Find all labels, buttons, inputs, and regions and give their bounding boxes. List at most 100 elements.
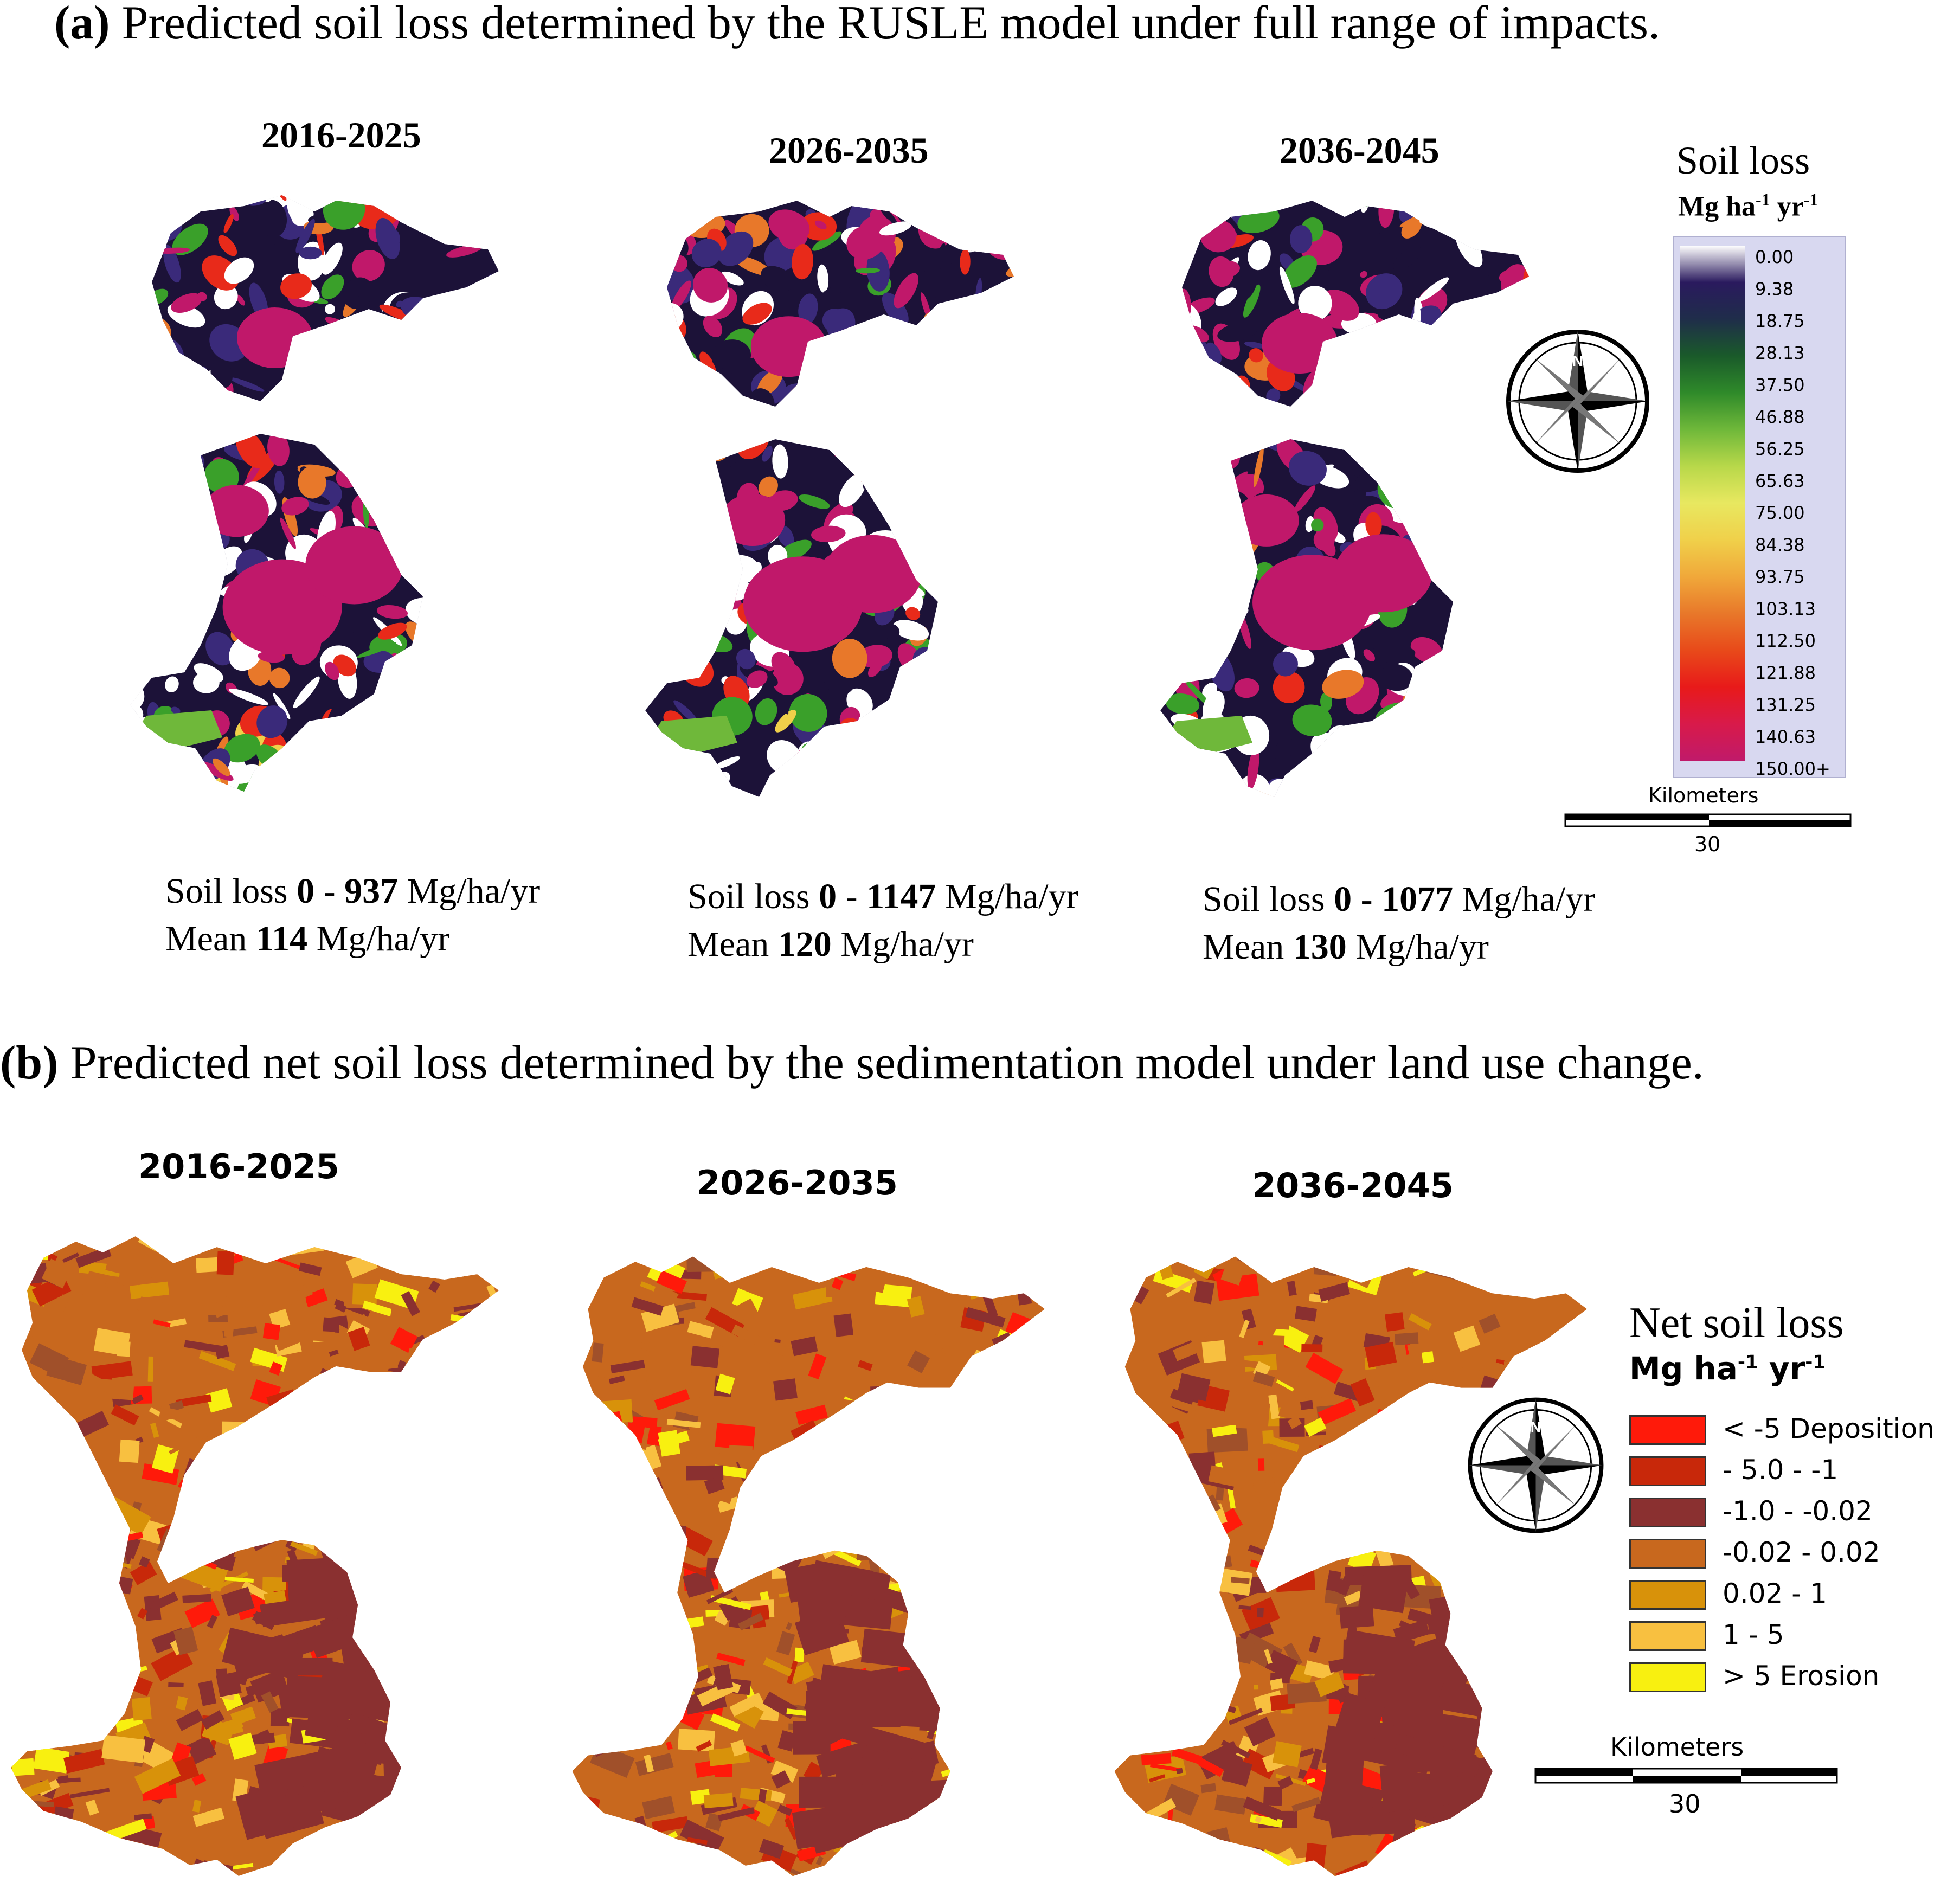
net-soil-loss-patch bbox=[151, 1646, 193, 1681]
net-soil-loss-patch bbox=[184, 1340, 225, 1354]
soil-loss-patch bbox=[130, 752, 134, 765]
soil-loss-patch bbox=[815, 362, 843, 406]
net-soil-loss-patch bbox=[333, 1519, 356, 1545]
soil-loss-patch bbox=[685, 771, 721, 797]
soil-loss-patch bbox=[295, 219, 315, 253]
net-soil-loss-patch bbox=[336, 1216, 368, 1226]
net-soil-loss-patch bbox=[1019, 1474, 1045, 1485]
net-soil-loss-patch bbox=[988, 1428, 1016, 1452]
net-soil-loss-patch bbox=[644, 1644, 673, 1666]
net-soil-loss-patch bbox=[629, 1849, 661, 1864]
soil-loss-patch bbox=[507, 533, 517, 543]
net-soil-loss-patch bbox=[640, 1281, 656, 1292]
soil-loss-patch bbox=[1527, 222, 1529, 242]
soil-loss-patch bbox=[1533, 798, 1571, 810]
net-soil-loss-patch bbox=[190, 1282, 223, 1303]
soil-loss-patch bbox=[1527, 779, 1529, 797]
soil-loss-patch bbox=[1016, 547, 1052, 582]
soil-loss-patch bbox=[921, 490, 932, 507]
net-soil-loss-patch bbox=[1138, 1508, 1159, 1517]
soil-loss-patch bbox=[470, 195, 485, 220]
net-soil-loss-patch bbox=[1508, 1264, 1525, 1278]
soil-loss-patch bbox=[1011, 507, 1014, 531]
net-soil-loss-patch bbox=[883, 1256, 907, 1268]
net-soil-loss-patch bbox=[263, 1211, 291, 1233]
soil-loss-patch bbox=[1347, 754, 1361, 770]
soil-loss-patch bbox=[272, 241, 292, 263]
net-soil-loss-patch bbox=[441, 1585, 461, 1602]
net-soil-loss-patch bbox=[1036, 1723, 1045, 1732]
soil-loss-patch bbox=[961, 444, 996, 454]
soil-loss-patch bbox=[1313, 413, 1331, 427]
net-soil-loss-patch bbox=[924, 1318, 940, 1332]
soil-loss-patch bbox=[1033, 378, 1045, 419]
net-soil-loss-patch bbox=[119, 1439, 140, 1463]
soil-loss-patch bbox=[504, 737, 520, 750]
soil-loss-patch bbox=[680, 763, 712, 780]
net-soil-loss-patch bbox=[1465, 1308, 1495, 1316]
soil-loss-patch bbox=[634, 804, 659, 828]
soil-loss-patch bbox=[872, 184, 888, 200]
soil-loss-patch bbox=[1334, 534, 1432, 613]
soil-loss-patch bbox=[460, 383, 487, 419]
soil-loss-patch bbox=[498, 755, 540, 788]
soil-loss-patch bbox=[1458, 489, 1471, 519]
net-soil-loss-patch bbox=[1149, 1774, 1166, 1783]
soil-loss-patch bbox=[836, 309, 854, 329]
net-soil-loss-patch bbox=[1047, 1841, 1063, 1860]
net-soil-loss-patch bbox=[299, 1286, 313, 1299]
net-soil-loss-patch bbox=[1525, 1601, 1560, 1621]
net-soil-loss-patch bbox=[1017, 1286, 1032, 1306]
net-soil-loss-patch bbox=[1049, 1302, 1069, 1323]
soil-loss-patch bbox=[1488, 525, 1508, 549]
net-soil-loss-patch bbox=[958, 1836, 978, 1851]
net-soil-loss-patch bbox=[1313, 1472, 1323, 1482]
net-soil-loss-patch bbox=[447, 1603, 461, 1614]
net-soil-loss-patch bbox=[1042, 1555, 1045, 1572]
net-soil-loss-patch bbox=[491, 1847, 499, 1874]
net-soil-loss-patch bbox=[282, 1236, 325, 1256]
soil-loss-patch bbox=[298, 466, 326, 499]
net-soil-loss-patch bbox=[52, 1806, 74, 1830]
soil-loss-patch bbox=[1011, 753, 1014, 762]
soil-loss-patch bbox=[1473, 652, 1484, 692]
net-soil-loss-patch bbox=[364, 1729, 410, 1766]
net-soil-loss-patch bbox=[1275, 1570, 1315, 1592]
soil-loss-patch bbox=[879, 221, 912, 236]
net-soil-loss-patch bbox=[618, 1728, 645, 1749]
soil-loss-patch bbox=[476, 337, 499, 367]
soil-loss-patch bbox=[952, 518, 969, 560]
net-soil-loss-patch bbox=[1483, 1819, 1492, 1835]
net-soil-loss-patch bbox=[287, 1413, 319, 1442]
net-soil-loss-patch bbox=[497, 1540, 499, 1550]
soil-loss-patch bbox=[416, 572, 438, 597]
soil-loss-patch bbox=[671, 359, 684, 381]
soil-loss-patch bbox=[824, 535, 922, 613]
soil-loss-patch bbox=[992, 574, 1014, 605]
net-soil-loss-patch bbox=[1000, 1472, 1013, 1485]
soil-loss-patch bbox=[163, 402, 194, 409]
net-soil-loss-patch bbox=[176, 1695, 188, 1711]
net-soil-loss-patch bbox=[127, 1193, 136, 1207]
soil-loss-patch bbox=[1404, 321, 1415, 342]
net-soil-loss-patch bbox=[331, 1495, 340, 1505]
net-soil-loss-patch bbox=[920, 1659, 948, 1669]
net-soil-loss-patch bbox=[1540, 1538, 1568, 1558]
soil-loss-patch bbox=[320, 332, 351, 359]
net-soil-loss-patch bbox=[445, 1328, 466, 1343]
soil-loss-patch bbox=[273, 693, 291, 719]
soil-loss-patch bbox=[274, 470, 285, 494]
soil-loss-patch bbox=[902, 731, 916, 750]
soil-loss-patch bbox=[1534, 479, 1544, 492]
net-soil-loss-patch bbox=[631, 1610, 648, 1625]
net-soil-loss-patch bbox=[33, 1746, 70, 1774]
soil-loss-range-3: Soil loss 0 - 1077 Mg/ha/yr bbox=[1203, 879, 1596, 919]
net-soil-loss-patch bbox=[947, 1562, 966, 1582]
net-soil-loss-patch bbox=[396, 1774, 417, 1796]
soil-loss-patch bbox=[1453, 327, 1472, 349]
soil-loss-patch bbox=[515, 493, 545, 524]
net-soil-loss-patch bbox=[1470, 1565, 1503, 1586]
net-soil-loss-patch bbox=[1147, 1256, 1186, 1263]
net-soil-loss-patch bbox=[969, 1712, 991, 1737]
net-soil-loss-patch bbox=[1236, 1359, 1262, 1369]
